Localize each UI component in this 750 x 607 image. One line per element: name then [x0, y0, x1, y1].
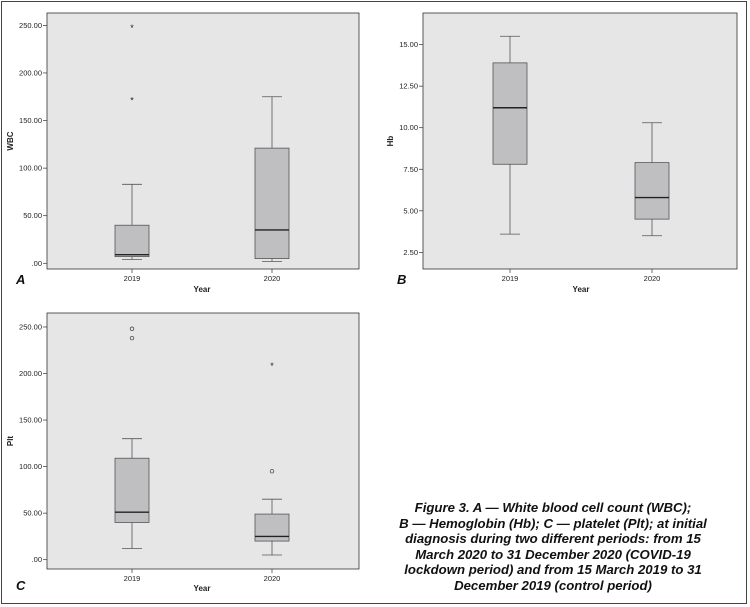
y-axis-label: Hb: [386, 136, 395, 147]
x-axis-label: Year: [573, 285, 590, 294]
plot-area-C: [46, 312, 360, 570]
x-tick-label: 2019: [124, 574, 141, 583]
caption-line: diagnosis during two different periods: …: [405, 531, 701, 546]
x-tick-label: 2019: [124, 274, 141, 283]
y-tick-label: 15.00: [399, 40, 418, 49]
y-tick-label: 5.00: [403, 206, 418, 215]
y-axis-label: Plt: [6, 436, 15, 447]
figure-caption: Figure 3. A — White blood cell count (WB…: [383, 500, 723, 593]
caption-line: December 2019 (control period): [454, 577, 652, 593]
panel-label: C: [16, 578, 26, 593]
y-tick-label: 10.00: [399, 123, 418, 132]
outlier-star: *: [270, 361, 274, 371]
box-iqr: [114, 224, 150, 258]
y-axis-label: WBC: [6, 131, 15, 150]
x-tick-label: 2020: [264, 274, 281, 283]
caption-line: lockdown period) and from 15 March 2019 …: [404, 562, 702, 577]
caption-line: March 2020 to 31 December 2020 (COVID-19: [415, 546, 691, 562]
y-tick-label: 7.50: [403, 165, 418, 174]
y-tick-label: 200.00: [19, 68, 42, 77]
outlier-circle: [129, 335, 135, 341]
y-tick-label: 2.50: [403, 248, 418, 257]
box-iqr: [634, 162, 670, 220]
caption-line: Figure 3. A — White blood cell count (WB…: [414, 500, 692, 515]
y-tick-label: 250.00: [19, 322, 42, 331]
caption-line: B — Hemoglobin (Hb); C — platelet (Plt);…: [399, 515, 707, 531]
panel-label: A: [15, 272, 25, 287]
y-tick-label: .00: [32, 259, 42, 268]
y-tick-label: .00: [32, 555, 42, 564]
outlier-star: *: [130, 96, 134, 106]
y-tick-label: 12.50: [399, 82, 418, 91]
x-axis-label: Year: [194, 285, 211, 294]
outlier-circle: [269, 469, 275, 474]
outlier-circle: [129, 326, 135, 331]
x-tick-label: 2020: [264, 574, 281, 583]
y-tick-label: 100.00: [19, 462, 42, 471]
y-tick-label: 50.00: [23, 509, 42, 518]
y-tick-label: 50.00: [23, 211, 42, 220]
x-axis-label: Year: [194, 584, 211, 593]
box-iqr: [254, 147, 290, 259]
y-tick-label: 250.00: [19, 21, 42, 30]
y-tick-label: 150.00: [19, 116, 42, 125]
outlier-star: *: [130, 23, 134, 33]
plot-area-A: [46, 12, 360, 270]
y-tick-label: 100.00: [19, 164, 42, 173]
y-tick-label: 200.00: [19, 369, 42, 378]
x-tick-label: 2020: [644, 274, 661, 283]
panel-label: B: [397, 272, 406, 287]
box-iqr: [492, 62, 528, 165]
y-tick-label: 150.00: [19, 416, 42, 425]
plot-area-B: [422, 12, 738, 270]
x-tick-label: 2019: [502, 274, 519, 283]
